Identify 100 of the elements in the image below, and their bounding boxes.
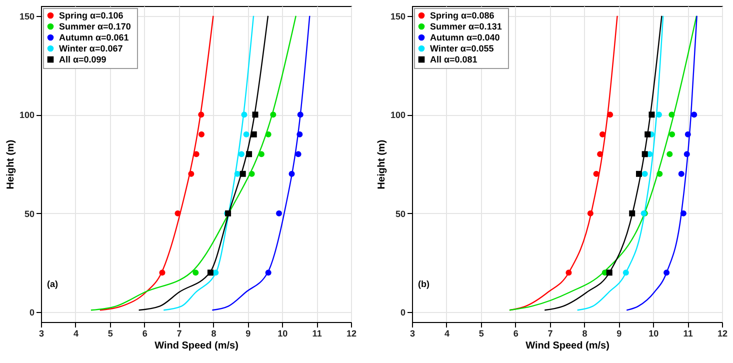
point xyxy=(234,170,240,177)
x-tick-label: 9 xyxy=(246,328,251,338)
line-series xyxy=(544,15,662,311)
line-series xyxy=(163,15,254,311)
x-tick-label: 11 xyxy=(312,328,322,338)
point xyxy=(566,270,572,276)
x-tick-label: 3 xyxy=(410,328,416,338)
x-tick-label: 9 xyxy=(616,328,622,338)
point xyxy=(642,151,648,158)
point xyxy=(198,131,205,138)
y-tick-label: 50 xyxy=(395,208,406,219)
annotation: (a) xyxy=(47,279,58,290)
point xyxy=(248,170,255,177)
point xyxy=(607,112,614,118)
x-tick-label: 6 xyxy=(142,328,148,338)
x-tick-label: 3 xyxy=(38,328,44,338)
x-tick-label: 11 xyxy=(683,328,693,338)
point xyxy=(656,112,662,118)
x-axis-title: Wind Speed (m/s) xyxy=(526,340,610,352)
x-tick-label: 12 xyxy=(346,328,357,338)
point xyxy=(159,270,166,276)
point xyxy=(642,170,648,177)
point xyxy=(252,112,258,118)
x-tick-label: 4 xyxy=(73,328,78,338)
y-tick-label: 150 xyxy=(19,11,34,22)
point xyxy=(174,210,181,216)
legend-label: Spring α=0.086 xyxy=(430,10,494,20)
point xyxy=(664,270,670,276)
point xyxy=(593,170,600,177)
point xyxy=(668,112,675,118)
point xyxy=(636,170,642,177)
point xyxy=(297,112,304,118)
point xyxy=(258,151,264,158)
x-axis-title: Wind Speed (m/s) xyxy=(154,340,238,352)
point xyxy=(684,151,690,158)
x-tick-label: 10 xyxy=(648,328,659,338)
x-tick-label: 7 xyxy=(548,328,553,338)
legend-label: Spring α=0.106 xyxy=(59,10,124,20)
point xyxy=(669,131,676,138)
y-tick-label: 150 xyxy=(390,11,406,22)
point xyxy=(276,210,282,216)
point xyxy=(288,170,295,177)
x-tick-label: 5 xyxy=(478,328,484,338)
line-series xyxy=(626,15,698,311)
point xyxy=(246,151,252,158)
point xyxy=(691,112,698,118)
point xyxy=(680,210,686,216)
point xyxy=(188,170,194,177)
point xyxy=(296,131,303,138)
y-tick-label: 100 xyxy=(19,110,34,120)
point xyxy=(678,170,684,177)
point xyxy=(599,131,606,138)
point xyxy=(240,170,246,177)
point xyxy=(250,131,257,138)
point xyxy=(238,151,244,158)
line-series xyxy=(508,15,618,311)
x-tick-label: 5 xyxy=(108,328,113,338)
y-tick-label: 50 xyxy=(24,208,34,219)
point xyxy=(265,270,272,276)
point xyxy=(192,270,199,276)
legend-label: Winter α=0.055 xyxy=(430,44,494,54)
point xyxy=(270,112,276,118)
point xyxy=(587,210,594,216)
legend-label: Autumn α=0.061 xyxy=(59,32,129,42)
line-series xyxy=(212,15,310,311)
annotation: (b) xyxy=(418,279,430,290)
legend-label: Summer α=0.131 xyxy=(430,22,502,32)
legend-label: Winter α=0.067 xyxy=(59,44,123,54)
point xyxy=(198,112,204,118)
point xyxy=(648,112,655,118)
y-axis-title: Height (m) xyxy=(376,140,388,190)
line-series xyxy=(138,15,269,311)
y-tick-label: 100 xyxy=(390,110,406,120)
y-tick-label: 0 xyxy=(400,308,406,318)
point xyxy=(629,210,636,216)
point xyxy=(606,270,612,276)
x-tick-label: 4 xyxy=(444,328,450,338)
y-tick-label: 0 xyxy=(29,308,34,318)
point xyxy=(597,151,604,158)
point xyxy=(622,270,629,276)
point xyxy=(295,151,302,158)
point xyxy=(666,151,673,158)
point xyxy=(656,170,663,177)
legend-label: Autumn α=0.040 xyxy=(430,32,500,42)
x-tick-label: 12 xyxy=(717,328,728,338)
y-axis-title: Height (m) xyxy=(5,140,16,190)
point xyxy=(684,131,691,138)
line-series xyxy=(508,15,698,311)
x-tick-label: 8 xyxy=(211,328,216,338)
line-series xyxy=(576,15,664,311)
point xyxy=(243,131,250,138)
legend-label: All α=0.081 xyxy=(430,54,478,64)
x-tick-label: 10 xyxy=(278,328,288,338)
point xyxy=(265,131,272,138)
point xyxy=(241,112,248,118)
x-tick-label: 8 xyxy=(582,328,588,338)
legend-label: All α=0.099 xyxy=(59,54,106,64)
x-tick-label: 6 xyxy=(513,328,518,338)
legend-label: Summer α=0.170 xyxy=(59,22,131,32)
x-tick-label: 7 xyxy=(176,328,182,338)
